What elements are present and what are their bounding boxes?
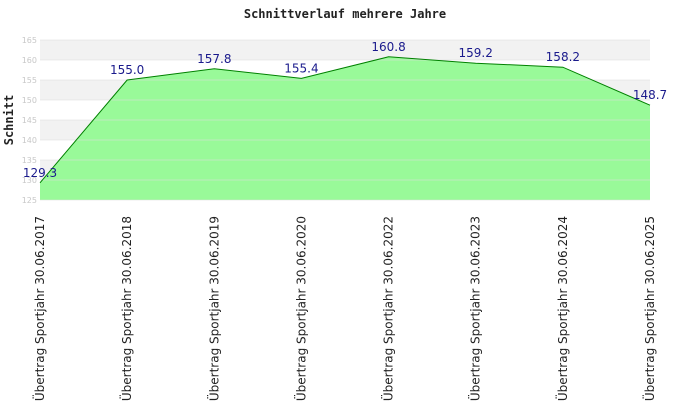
background-band	[40, 40, 650, 60]
x-tick-label: Übertrag Sportjahr 30.06.2025	[641, 216, 657, 401]
data-label: 157.8	[197, 52, 231, 66]
data-label: 148.7	[633, 88, 667, 102]
y-tick-label: 130	[22, 176, 37, 185]
y-tick-label: 135	[22, 156, 37, 165]
data-labels: 129.3 155.0 157.8 155.4 160.8 159.2 158.2 148.7	[23, 40, 667, 180]
y-tick-label: 140	[22, 136, 37, 145]
data-label: 158.2	[546, 50, 580, 64]
x-tick-label: Übertrag Sportjahr 30.06.2023	[467, 216, 483, 401]
y-axis-ticks: 125 130 135 140 145 150 155 160 165	[22, 36, 37, 205]
x-tick-label: Übertrag Sportjahr 30.06.2020	[292, 216, 308, 401]
data-label: 155.4	[284, 61, 318, 75]
x-tick-label: Übertrag Sportjahr 30.06.2017	[31, 216, 47, 401]
data-label: 129.3	[23, 166, 57, 180]
series-line	[39, 56, 651, 184]
x-tick-label: Übertrag Sportjahr 30.06.2024	[554, 216, 570, 401]
y-tick-label: 150	[22, 96, 37, 105]
x-tick-label: Übertrag Sportjahr 30.06.2022	[380, 216, 396, 401]
y-tick-label: 145	[22, 116, 37, 125]
area-layer	[39, 39, 651, 201]
series-area	[40, 56, 650, 200]
y-tick-label: 165	[22, 36, 37, 45]
y-axis-label: Schnitt	[2, 95, 16, 146]
y-tick-label: 125	[22, 196, 37, 205]
x-tick-label: Übertrag Sportjahr 30.06.2019	[205, 216, 221, 401]
data-label: 155.0	[110, 63, 144, 77]
x-axis-ticks: Übertrag Sportjahr 30.06.2017 Übertrag Sp…	[31, 216, 657, 401]
y-tick-label: 160	[22, 56, 37, 65]
data-label: 160.8	[371, 40, 405, 54]
y-tick-label: 155	[22, 76, 37, 85]
x-tick-label: Übertrag Sportjahr 30.06.2018	[118, 216, 134, 401]
chart-title: Schnittverlauf mehrere Jahre	[244, 7, 446, 21]
data-label: 159.2	[459, 46, 493, 60]
